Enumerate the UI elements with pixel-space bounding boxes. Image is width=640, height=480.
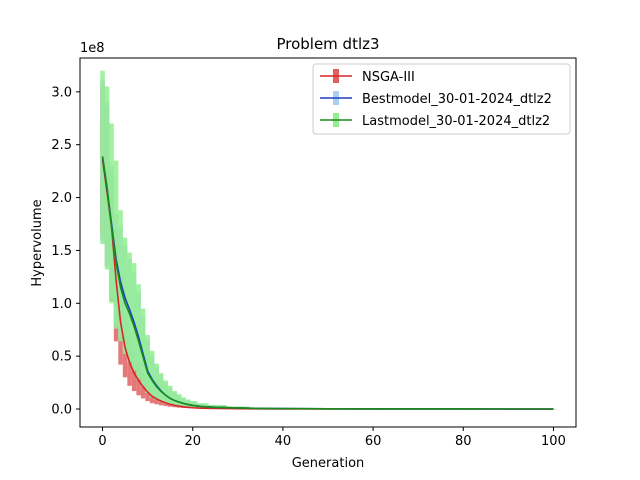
band-2-x19 (185, 399, 191, 408)
x-tick-label-60: 60 (365, 434, 382, 449)
band-2-x7 (131, 263, 137, 371)
band-2-x12 (154, 363, 159, 401)
x-tick-label-40: 40 (275, 434, 292, 449)
band-2-x3 (113, 160, 119, 329)
legend-label-1: Bestmodel_30-01-2024_dtlz2 (362, 92, 552, 107)
band-2-x18 (181, 397, 186, 407)
band-2-x2 (109, 123, 114, 304)
x-tick-label-100: 100 (541, 434, 566, 449)
y-tick-label-4: 2.0 (51, 191, 72, 206)
x-tick-label-20: 20 (184, 434, 201, 449)
chart-title: Problem dtlz3 (276, 35, 379, 53)
band-2-x8 (136, 284, 141, 380)
band-2-x22 (197, 403, 209, 409)
legend-label-2: Lastmodel_30-01-2024_dtlz2 (362, 114, 550, 129)
x-axis-label: Generation (292, 456, 365, 471)
x-tick-label-80: 80 (455, 434, 472, 449)
band-2-x13 (158, 373, 164, 403)
band-2-x17 (176, 394, 182, 407)
y-tick-label-3: 1.5 (51, 244, 72, 259)
axes-frame (79, 57, 577, 428)
y-tick-label-5: 2.5 (51, 138, 72, 153)
legend-box (312, 63, 571, 135)
band-2-x14 (163, 380, 168, 404)
y-offset-text: 1e8 (80, 41, 105, 56)
plot-area (100, 70, 556, 410)
legend: NSGA-III Bestmodel_30-01-2024_dtlz2 Lastmo… (312, 63, 571, 135)
x-tick-label-0: 0 (98, 434, 106, 449)
y-axis-label: Hypervolume (30, 199, 45, 286)
y-tick-label-1: 0.5 (51, 350, 72, 365)
band-2-x9 (140, 308, 146, 387)
y-tick-label-0: 0.0 (51, 403, 72, 418)
x-axis: 0 20 40 60 80 100 (98, 427, 566, 449)
y-axis: 0.0 0.5 1.0 1.5 2.0 2.5 3.0 (51, 85, 80, 418)
series-group (100, 70, 556, 410)
band-2-x11 (149, 350, 155, 398)
band-2-x4 (118, 210, 123, 342)
band-2-x20 (190, 401, 198, 408)
band-2-x1 (104, 86, 110, 270)
y-tick-label-2: 1.0 (51, 297, 72, 312)
y-tick-label-6: 3.0 (51, 85, 72, 100)
legend-label-0: NSGA-III (362, 70, 415, 85)
series-line-2 (101, 156, 554, 410)
band-2-x15 (167, 385, 173, 405)
band-2-x10 (145, 335, 150, 394)
band-2-x16 (172, 391, 177, 406)
